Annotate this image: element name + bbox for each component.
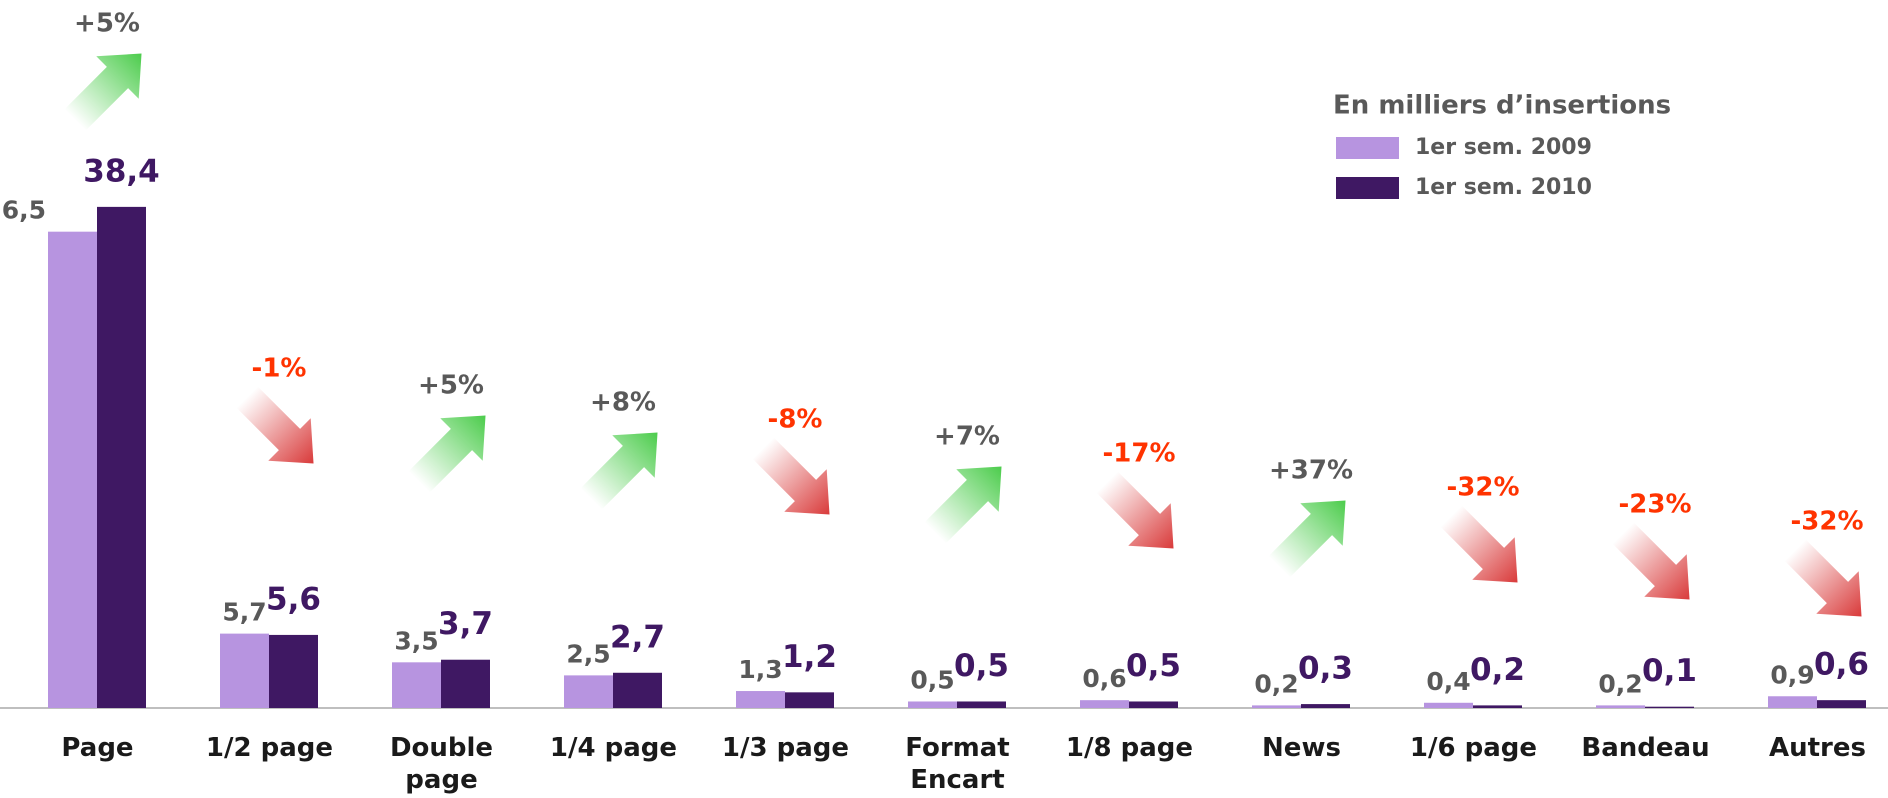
x-tick-label: News [1262,733,1341,763]
value-label: 0,5 [1126,648,1181,684]
x-tick-label: 1/2 page [205,733,334,763]
bar [220,633,269,708]
arrow-shape [1612,522,1690,600]
value-label: 1,3 [738,655,782,684]
arrow-shape [64,53,142,131]
change-arrow [64,53,142,131]
bar [269,634,318,708]
value-label: 1,2 [782,639,837,675]
bar [736,691,785,708]
change-label: -32% [1446,473,1519,503]
legend-title: En milliers d’insertions [1333,91,1671,121]
bar [613,672,662,708]
arrow-shape [580,432,658,510]
value-label: 5,7 [222,598,266,627]
value-label: 0,2 [1254,669,1298,698]
arrow-shape [1784,539,1862,617]
change-label: -1% [252,354,307,384]
change-label: +7% [934,422,1000,452]
x-tick-label: Bandeau [1581,733,1710,763]
bar [1473,705,1522,708]
bar [1129,701,1178,708]
bar [392,662,441,708]
change-arrow [1612,522,1690,600]
value-label: 38,4 [83,153,160,189]
value-label: 0,1 [1642,653,1697,689]
change-label: -8% [768,405,823,435]
legend-label: 1er sem. 2010 [1415,175,1592,200]
value-label: 0,5 [954,648,1009,684]
value-label: 0,6 [1814,647,1869,683]
change-label: -23% [1618,490,1691,520]
x-tick-label: 1/4 page [549,733,678,763]
change-arrow [1268,500,1346,578]
value-label: 0,5 [910,665,954,694]
change-label: -17% [1102,439,1175,469]
change-arrow [580,432,658,510]
value-label: 5,6 [266,581,321,617]
bar [441,659,490,708]
arrow-shape [924,466,1002,544]
value-label: 0,2 [1598,669,1642,698]
x-tick-label: 1/6 page [1409,733,1538,763]
value-label: 0,2 [1470,652,1525,688]
change-arrow [1096,471,1174,549]
change-arrow [1440,505,1518,583]
x-tick-label: Format Encart [905,733,1010,795]
arrow-shape [1096,471,1174,549]
bar [1080,700,1129,708]
change-label: +5% [74,9,140,39]
x-tick-label: 1/8 page [1065,733,1194,763]
bar [97,206,146,708]
value-label: 0,9 [1770,660,1814,689]
arrow-shape [1268,500,1346,578]
bar [564,675,613,708]
arrow-shape [236,386,314,464]
change-label: +5% [418,371,484,401]
value-label: 3,5 [394,626,438,655]
bar [957,701,1006,708]
change-arrow [924,466,1002,544]
change-label: -32% [1790,507,1863,537]
bar [48,231,97,709]
bar [1596,705,1645,708]
value-label: 0,6 [1082,664,1126,693]
arrow-shape [752,437,830,515]
value-label: 2,5 [566,639,610,668]
value-label: 0,3 [1298,651,1353,687]
x-tick-label: Page [61,733,134,763]
legend-label: 1er sem. 2009 [1415,135,1592,160]
bar [1301,704,1350,708]
legend-swatch [1336,137,1399,159]
change-arrow [408,415,486,493]
value-label: 3,7 [438,606,493,642]
value-label: 0,4 [1426,667,1470,696]
change-arrow [752,437,830,515]
bar [1817,700,1866,708]
x-tick-label: 1/3 page [721,733,850,763]
bar [908,701,957,708]
bar [1645,706,1694,708]
legend-swatch [1336,177,1399,199]
bar [1252,705,1301,708]
change-arrow [236,386,314,464]
arrow-shape [1440,505,1518,583]
x-tick-label: Double page [389,733,494,795]
change-label: +37% [1269,456,1353,486]
bar [1768,696,1817,708]
x-tick-label: Autres [1769,733,1866,763]
change-arrow [1784,539,1862,617]
change-label: +8% [590,388,656,418]
value-label: 2,7 [610,619,665,655]
bar [785,692,834,708]
arrow-shape [408,415,486,493]
value-label: 36,5 [0,196,46,225]
bar [1424,702,1473,708]
